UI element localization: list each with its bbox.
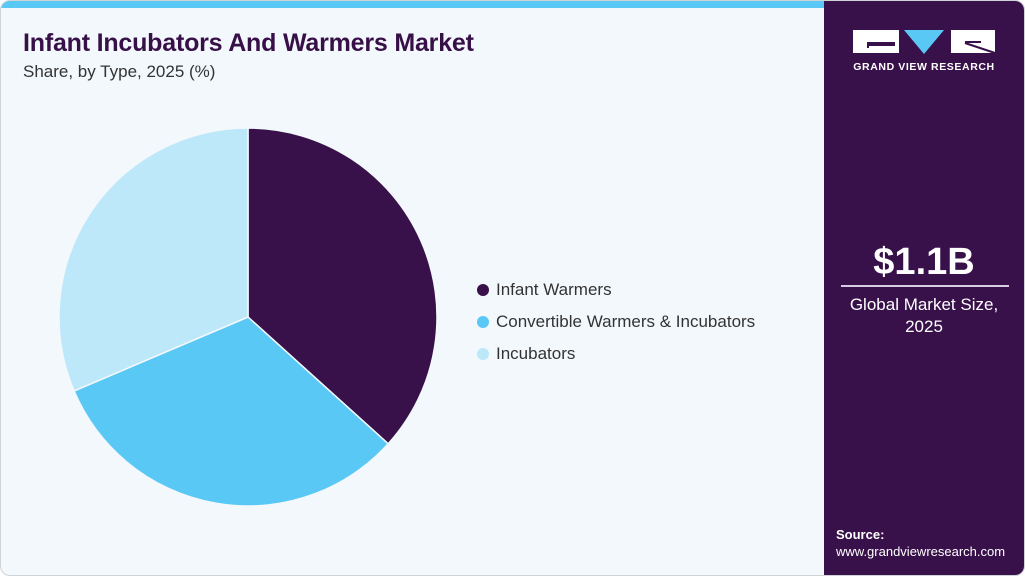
brand-name: GRAND VIEW RESEARCH: [853, 61, 995, 73]
legend-label: Incubators: [496, 344, 576, 363]
chart-legend: Infant Warmers Convertible Warmers & Inc…: [477, 274, 755, 370]
legend-label: Infant Warmers: [496, 280, 612, 299]
market-size-label-line1: Global Market Size,: [849, 295, 999, 314]
gvr-logo-icon: [853, 30, 996, 54]
accent-bar: [1, 1, 824, 8]
legend-marker-icon: [477, 284, 489, 296]
market-size-label: Global Market Size, 2025: [824, 294, 1024, 338]
market-size-value: $1.1B: [873, 241, 975, 283]
pie-slice-incubators: [58, 127, 249, 392]
legend-item-convertible: Convertible Warmers & Incubators: [477, 306, 755, 338]
chart-title: Infant Incubators And Warmers Market: [23, 29, 474, 57]
legend-marker-icon: [477, 348, 489, 360]
source-label: Source:: [836, 527, 885, 542]
divider: [841, 285, 1009, 287]
sidebar: GRAND VIEW RESEARCH $1.1B Global Market …: [824, 1, 1024, 575]
pie-slice-infant-warmers: [247, 127, 438, 445]
pie-slice-convertible-warmers-incubators: [73, 316, 390, 507]
legend-marker-icon: [477, 316, 489, 328]
legend-item-incubators: Incubators: [477, 338, 755, 370]
market-size-label-line2: 2025: [905, 317, 943, 336]
legend-item-infant-warmers: Infant Warmers: [477, 274, 755, 306]
legend-label: Convertible Warmers & Incubators: [496, 312, 756, 331]
chart-subtitle: Share, by Type, 2025 (%): [23, 62, 216, 81]
source-link[interactable]: www.grandviewresearch.com: [836, 544, 1006, 559]
pie-chart: [58, 127, 438, 507]
